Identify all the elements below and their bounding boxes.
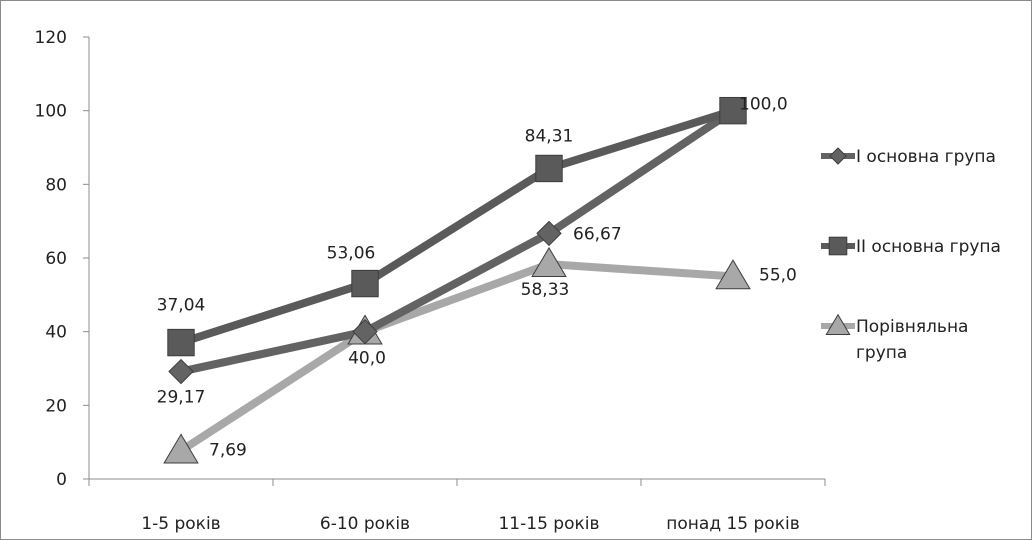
data-point xyxy=(351,269,379,298)
data-point xyxy=(719,96,747,125)
legend-item: Порівняльна група xyxy=(821,313,968,363)
legend-item: I основна група xyxy=(821,147,996,167)
data-point xyxy=(163,433,199,464)
legend-swatch-marker xyxy=(825,313,851,336)
data-label: 40,0 xyxy=(348,349,386,369)
x-tick-label: 6-10 років xyxy=(320,514,410,534)
y-tick-label: 0 xyxy=(56,470,67,490)
data-point xyxy=(715,259,751,290)
data-label: 37,04 xyxy=(157,296,206,316)
y-tick-label: 100 xyxy=(35,102,67,122)
data-label: 84,31 xyxy=(525,126,574,146)
legend-swatch-marker xyxy=(828,236,848,256)
data-label: 7,69 xyxy=(209,441,247,461)
data-label: 29,17 xyxy=(157,388,206,408)
data-label: 66,67 xyxy=(573,224,622,244)
y-tick-label: 80 xyxy=(45,175,67,195)
data-label: 53,06 xyxy=(327,244,376,264)
data-point xyxy=(167,328,195,357)
x-tick-label: 11-15 років xyxy=(498,514,599,534)
data-label: 100,0 xyxy=(739,95,788,115)
legend-swatch-marker xyxy=(829,147,847,165)
legend-label: група xyxy=(856,343,907,363)
data-label: 58,33 xyxy=(521,280,570,300)
x-tick-label: 1-5 років xyxy=(141,514,220,534)
data-point xyxy=(168,358,194,385)
data-point xyxy=(536,220,562,247)
y-tick-label: 60 xyxy=(45,249,67,269)
x-tick-label: понад 15 років xyxy=(666,514,799,534)
series-line xyxy=(177,106,737,376)
data-point xyxy=(352,318,378,345)
series-layer xyxy=(163,96,751,464)
y-tick-label: 40 xyxy=(45,323,67,343)
y-tick-label: 120 xyxy=(35,28,67,48)
legend-item: II основна група xyxy=(821,236,1001,257)
data-point xyxy=(535,154,563,183)
y-tick-label: 20 xyxy=(45,396,67,416)
data-point xyxy=(531,246,567,278)
legend-label: Порівняльна xyxy=(856,317,968,337)
axes: 0 20 40 60 80 100 120 1-5 років 6-10 років 11-15 … xyxy=(35,28,826,534)
data-labels: 29,17 66,67 37,04 53,06 84,31 100,0 7,69 40,0 58… xyxy=(157,95,797,461)
data-label: 55,0 xyxy=(759,265,797,285)
legend: I основна група II основна група Порівняль… xyxy=(821,147,1001,363)
series-line xyxy=(177,260,737,455)
series-line xyxy=(177,106,737,347)
legend-label: II основна група xyxy=(856,237,1001,257)
legend-label: I основна група xyxy=(856,147,996,167)
